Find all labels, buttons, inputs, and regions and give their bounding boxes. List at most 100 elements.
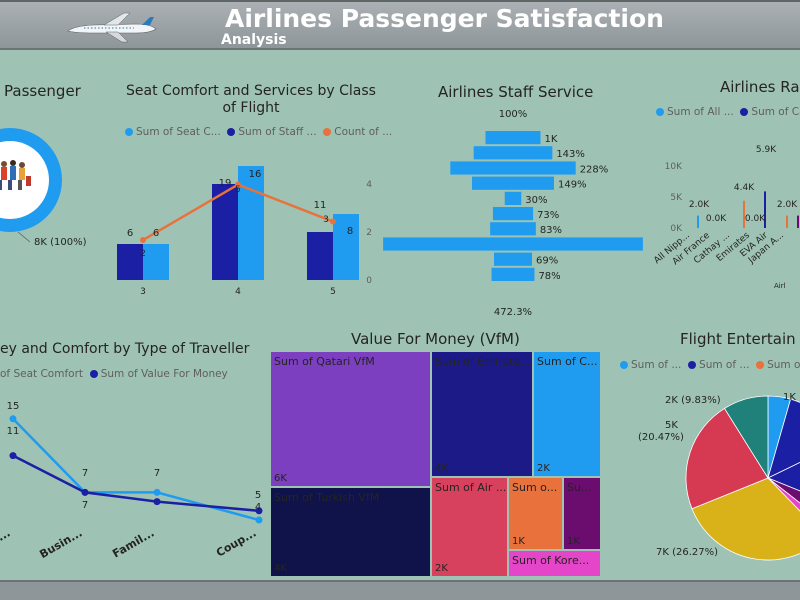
page-subtitle: Analysis [221, 32, 287, 48]
money-comfort-chart: 15 11 7 7 7 54... Busin... Famil... Coup... [0, 401, 263, 561]
footer-bar [0, 580, 800, 600]
rate-bar-2 [743, 200, 745, 228]
line-series-0 [12, 417, 260, 522]
line-label-mid: 7 [82, 468, 88, 479]
legend-item-staff[interactable]: Sum of Staff ... [227, 126, 317, 138]
treemap-tile-sum-o[interactable]: Sum o... 1K [508, 477, 563, 550]
legend-item-seat-comfort[interactable]: of Seat Comfort [0, 368, 84, 380]
bar-staff-4 [212, 184, 238, 280]
treemap-tile-emirates[interactable]: Sum of Emirate... 4K [431, 351, 533, 477]
label-seat-1: 19 [219, 178, 232, 189]
right-axis-tick-2: 2 [366, 228, 372, 238]
airplane-icon [67, 12, 157, 43]
legend-item-count[interactable]: Count of ... [323, 126, 392, 138]
label-count-0: 2 [140, 249, 146, 259]
funnel-bar-3 [472, 176, 554, 190]
rate-axis-label: Airl [774, 282, 786, 290]
rate-value-1: 0.0K [706, 214, 727, 224]
x-tick-4: 4 [235, 287, 241, 297]
treemap-tile-su[interactable]: Su... 1K [563, 477, 601, 550]
line-point-1-0 [9, 452, 17, 460]
passenger-donut-label: 8K (100%) [34, 237, 87, 248]
seat-comfort-legend: Sum of Seat C... Sum of Staff ... Count … [125, 126, 392, 138]
line-series-1 [12, 454, 260, 513]
funnel-bar-2 [450, 161, 576, 175]
treemap-tile-air[interactable]: Sum of Air ... 2K [431, 477, 508, 577]
passenger-group-icon [0, 160, 31, 190]
treemap-tile-qatari[interactable]: Sum of Qatari VfM 6K [270, 351, 431, 487]
legend-item-3[interactable]: Sum of [756, 359, 800, 371]
x-tick-3: 3 [140, 287, 146, 297]
legend-item-1[interactable]: Sum of ... [620, 359, 681, 371]
staff-service-chart: 100% 1K 143% 228% 149% 30% 73% 83% 69% 78% 472.3% [383, 109, 643, 318]
vfm-treemap: Sum of Qatari VfM 6K Sum of Emirate... 4K … [270, 351, 601, 577]
legend-item-cat[interactable]: Sum of Cat... [740, 106, 800, 118]
line-point-1-3 [255, 507, 263, 515]
vfm-title: Value For Money (VfM) [351, 330, 520, 348]
line-cat-1: Busin... [37, 526, 84, 561]
rate-bar-4 [786, 215, 788, 228]
treemap-tile-c[interactable]: Sum of C... 2K [533, 351, 601, 477]
bar-staff-5 [307, 232, 333, 280]
label-count-1: 5 [235, 185, 241, 195]
rate-value-2: 4.4K [734, 183, 755, 193]
funnel-label-1: 143% [556, 149, 585, 160]
line-cat-2: Famil... [110, 526, 156, 560]
pie-label-1k: 1K ( [783, 392, 800, 403]
rate-value-5: 2.0K [777, 200, 798, 210]
funnel-label-0: 1K [545, 134, 558, 145]
staff-service-title: Airlines Staff Service [438, 83, 594, 101]
funnel-label-4: 30% [525, 195, 547, 206]
line-point-0-2 [153, 488, 161, 496]
label-seat-2: 11 [314, 200, 327, 211]
label-staff-2: 8 [347, 226, 353, 237]
money-comfort-legend: of Seat Comfort Sum of Value For Money [0, 368, 228, 380]
legend-item-all[interactable]: Sum of All ... [656, 106, 734, 118]
rate-y-tick-5K: 5K [670, 193, 683, 203]
pie-slice-5 [691, 477, 800, 561]
rate-bar-5 [797, 215, 799, 228]
right-axis-tick-4: 4 [366, 180, 372, 190]
pie-slice-7 [723, 395, 769, 480]
rate-bar-0 [697, 215, 699, 228]
pie-label-2k: 2K (9.83%) [665, 395, 721, 406]
rate-value-4: 5.9K [756, 145, 777, 155]
header-bar: Airlines Passenger Satisfaction Analysis [0, 0, 800, 50]
rate-y-tick-0K: 0K [670, 224, 683, 234]
line-cat-3: Coup... [214, 526, 258, 559]
count-point-2 [330, 218, 336, 225]
treemap-tile-turkish[interactable]: Sum of Turkish VfM 4K [270, 487, 431, 577]
legend-item-2[interactable]: Sum of ... [688, 359, 749, 371]
line-label-light-0: 15 [7, 401, 20, 412]
bar-seat-5 [333, 214, 359, 280]
pie-slice-6 [685, 407, 769, 510]
passenger-title: Passenger [4, 82, 81, 100]
legend-item-vfm[interactable]: Sum of Value For Money [89, 368, 228, 380]
label-seat-0: 6 [127, 228, 133, 239]
flight-entertainment-legend: Sum of ... Sum of ... Sum of [620, 359, 800, 371]
airlines-rating-title: Airlines Ra [720, 78, 800, 96]
funnel-bar-6 [490, 222, 536, 236]
bar-staff-3 [117, 244, 143, 280]
pie-label-5k: 5K [665, 420, 678, 431]
count-point-1 [235, 181, 241, 188]
line-label-light-2: 7 [154, 468, 160, 479]
line-label-dark-3: 5 [255, 490, 261, 501]
legend-item-seat[interactable]: Sum of Seat C... [125, 126, 221, 138]
line-label-light-3: 4 [255, 502, 261, 513]
seat-comfort-title: Seat Comfort and Services by Class of Fl… [126, 83, 376, 116]
funnel-label-3: 149% [558, 180, 587, 191]
pie-slice-2 [767, 461, 800, 492]
funnel-label-9: 78% [538, 271, 560, 282]
funnel-bar-7 [383, 237, 643, 251]
flight-entertainment-title: Flight Entertain [680, 330, 796, 348]
line-point-0-0 [9, 415, 17, 423]
treemap-tile-korean[interactable]: Sum of Kore... [508, 550, 601, 577]
bar-seat-4 [238, 166, 264, 280]
pie-slice-1 [767, 398, 800, 479]
page-title: Airlines Passenger Satisfaction [225, 4, 664, 33]
funnel-label-5: 73% [537, 210, 559, 221]
funnel-bar-1 [473, 146, 553, 160]
